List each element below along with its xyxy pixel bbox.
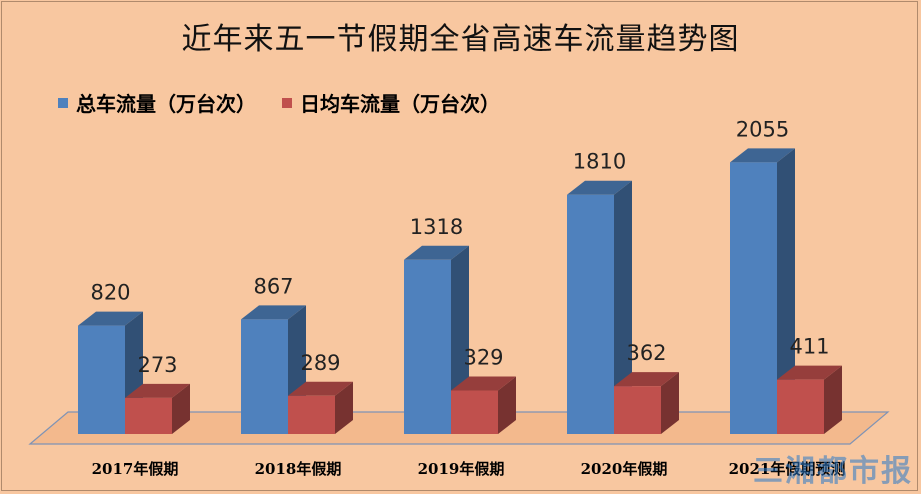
chart-legend: 总车流量（万台次） 日均车流量（万台次） xyxy=(58,88,500,117)
bar-side-1-1 xyxy=(335,381,353,434)
legend-label-total: 总车流量（万台次） xyxy=(76,92,256,116)
data-label-total-0: 820 xyxy=(90,281,130,305)
x-tick-label-1: 2018年假期 xyxy=(255,460,342,478)
legend-label-daily: 日均车流量（万台次） xyxy=(300,92,500,116)
data-label-daily-0: 273 xyxy=(137,353,177,377)
legend-swatch-daily xyxy=(282,97,292,108)
bar-daily-1 xyxy=(288,395,335,434)
bar-top-0-2 xyxy=(404,245,469,260)
data-label-daily-3: 362 xyxy=(626,341,666,365)
data-label-daily-2: 329 xyxy=(463,346,503,370)
bar-top-1-0 xyxy=(125,383,190,398)
data-label-total-3: 1810 xyxy=(573,150,626,174)
data-label-total-4: 2055 xyxy=(736,117,789,141)
bar-total-1 xyxy=(241,319,288,434)
data-label-daily-4: 411 xyxy=(789,335,829,359)
bar-side-0-4 xyxy=(777,148,795,435)
bar-side-0-3 xyxy=(614,180,632,434)
bar-top-1-2 xyxy=(451,376,516,391)
x-tick-label-0: 2017年假期 xyxy=(92,460,179,478)
data-label-daily-1: 289 xyxy=(300,351,340,375)
bar-top-0-3 xyxy=(567,180,632,195)
bar-top-1-3 xyxy=(614,372,679,387)
watermark-logo: 三湘都市报 xyxy=(753,454,913,489)
bar-side-1-4 xyxy=(824,365,842,434)
chart-title: 近年来五一节假期全省高速车流量趋势图 xyxy=(181,22,740,57)
bar-top-0-1 xyxy=(241,305,306,320)
data-label-total-1: 867 xyxy=(253,274,293,298)
bar-total-2 xyxy=(404,259,451,434)
x-tick-label-2: 2019年假期 xyxy=(418,460,505,478)
bar-daily-4 xyxy=(777,379,824,434)
bar-total-0 xyxy=(78,325,125,434)
bar-top-0-4 xyxy=(730,148,795,163)
bar-top-1-4 xyxy=(777,365,842,380)
x-tick-label-3: 2020年假期 xyxy=(581,460,668,478)
bar-top-0-0 xyxy=(78,311,143,326)
bar-side-1-2 xyxy=(498,376,516,434)
legend-item-daily: 日均车流量（万台次） xyxy=(282,88,500,117)
x-tick-label-4: 2021年假期预测 xyxy=(729,460,846,478)
bar-total-3 xyxy=(567,194,614,434)
legend-item-total: 总车流量（万台次） xyxy=(58,88,256,117)
data-label-total-2: 1318 xyxy=(410,215,463,239)
bar-side-1-0 xyxy=(172,383,190,434)
bar-daily-2 xyxy=(451,390,498,434)
bar-daily-3 xyxy=(614,386,661,434)
legend-swatch-total xyxy=(58,97,68,108)
bar-daily-0 xyxy=(125,397,172,434)
bar-total-4 xyxy=(730,162,777,435)
bar-top-1-1 xyxy=(288,381,353,396)
bar-side-1-3 xyxy=(661,372,679,434)
